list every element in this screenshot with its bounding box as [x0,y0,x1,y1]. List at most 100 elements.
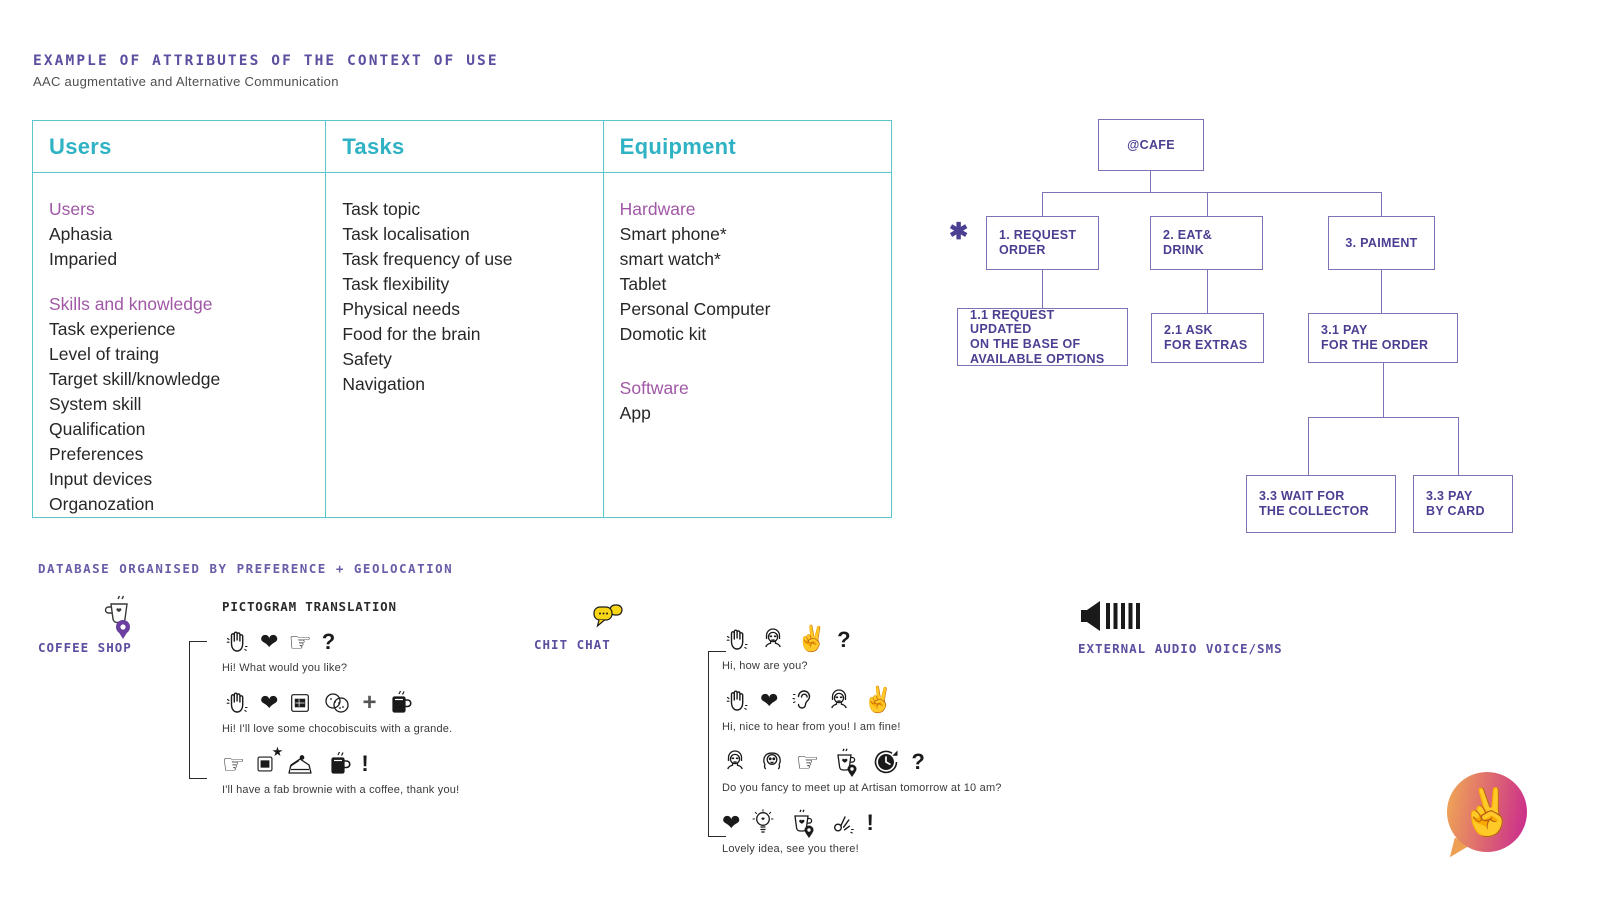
list-item: Task topic [342,199,421,219]
connector-line [1207,192,1208,216]
point-finger-icon: ☞ [288,626,312,657]
flow-node-label: THE COLLECTOR [1259,504,1369,518]
pictogram-row: ❤ ✌ Hi, nice to hear from you! I am fine! [722,683,1062,734]
point-finger-icon: ☞ [222,748,246,779]
connector-line [1308,417,1309,475]
connector-line [1207,270,1208,313]
flow-node-label: 3.3 PAY [1426,489,1473,504]
list-item: Physical needs [342,299,461,319]
group-label: Software [619,378,689,398]
coffee-pictogram-rows: ❤ ☞? Hi! What would you like? ❤ + Hi! I'll… [222,624,532,807]
flow-node-request-order: 1. REQUEST ORDER [986,216,1099,270]
database-heading: DATABASE ORGANISED BY PREFERENCE + GEOLO… [38,561,454,576]
wave-hand-icon [222,628,250,656]
flow-node-wait-collector: 3.3 WAIT FOR THE COLLECTOR [1246,475,1396,533]
list-item: Qualification [49,419,146,439]
pictogram-row: ❤ + Hi! I'll love some chocobiscuits with… [222,685,532,735]
list-item: Safety [342,349,392,369]
list-item: Tablet [619,274,667,294]
chocolate-icon [288,691,312,715]
column-body: Users Aphasia Imparied Skills and knowled… [33,173,325,517]
flow-node-root: @CAFE [1098,119,1204,171]
row-caption: Hi! What would you like? [222,662,348,674]
list-item: Food for the brain [342,324,481,344]
cookies-icon [322,690,352,716]
connector-line [1458,417,1459,475]
flow-node-label: 1.1 REQUEST UPDATED [970,307,1055,337]
flow-node-ask-extras: 2.1 ASK FOR EXTRAS [1151,313,1264,363]
list-item: Organozation [49,494,155,514]
flow-node-label: DRINK [1163,243,1205,257]
exclamation-icon: ! [361,750,369,776]
column-header: Tasks [326,121,603,173]
flow-node-label: ORDER [999,243,1046,257]
connector-line [1383,363,1384,417]
peace-hand-icon: ✌ [1454,781,1520,843]
coffee-shop-icon [93,591,139,648]
left-bracket [189,641,207,779]
girl-icon [760,626,786,654]
girl-icon [722,748,748,776]
group-items: Smart phone* smart watch* Tablet Personal C… [620,222,877,347]
column-header: Users [33,121,326,173]
flow-node-label: BY CARD [1426,504,1485,518]
lightbulb-icon [750,808,776,838]
row-caption: Hi! I'll love some chocobiscuits with a … [222,723,453,735]
column-body: Hardware Smart phone* smart watch* Tablet P… [604,173,891,426]
list-item: Smart phone* [619,224,727,244]
clock-icon [871,747,901,777]
connector-line [1381,192,1382,216]
external-audio-label: EXTERNAL AUDIO VOICE/SMS [1078,641,1283,656]
asterisk-marker: ✱ [949,218,969,244]
heart-icon: ❤ [722,809,741,835]
icon-line: ✌? [722,622,1062,657]
exclamation-icon: ! [866,809,874,835]
peace-hand-icon: ✌ [862,686,894,714]
flow-node-label: FOR THE ORDER [1321,338,1429,352]
wave-hand-icon [222,689,250,717]
icon-line: ☞? [722,744,1062,779]
connector-line [1150,171,1151,192]
app-logo: ✌ [1447,772,1527,852]
list-item: Navigation [342,374,426,394]
list-item: smart watch* [619,249,721,269]
pictogram-row: ☞? Do you fancy to meet up at Artisan to… [722,744,1062,794]
list-item: Personal Computer [619,299,771,319]
chit-chat-label: CHIT CHAT [534,637,611,652]
table-column-users: Users Users Aphasia Imparied Skills and k… [33,121,326,517]
group: Software App [620,376,877,426]
chat-pictogram-rows: ✌? Hi, how are you? ❤ ✌ Hi, nice to hear … [722,622,1062,866]
table-column-tasks: Tasks Task topic Task localisation Task fr… [325,121,603,517]
list-item: Preferences [49,444,144,464]
chocolate-star-icon: ★ [255,744,283,774]
row-caption: I'll have a fab brownie with a coffee, t… [222,784,460,796]
group-items: Task topic Task localisation Task frequenc… [342,197,588,397]
group-label: Users [49,199,95,219]
question-icon: ? [911,748,925,774]
connector-line [1042,192,1382,193]
flow-node-eat-drink: 2. EAT& DRINK [1150,216,1263,270]
flow-node-label: 2.1 ASK [1164,323,1213,338]
group-items: App [620,401,877,426]
list-item: Task frequency of use [342,249,513,269]
list-item: Domotic kit [619,324,707,344]
list-item: Task localisation [342,224,470,244]
flow-node-label: ON THE BASE OF [970,337,1081,351]
pictogram-row: ☞ ★! I'll have a fab brownie with a coffe… [222,744,532,797]
row-caption: Do you fancy to meet up at Artisan tomor… [722,782,1002,794]
list-item: Imparied [49,249,118,269]
coffee-shop-label: COFFEE SHOP [38,640,132,655]
list-item: Task flexibility [342,274,450,294]
pictogram-row: ❤ ☞? Hi! What would you like? [222,624,532,675]
group: Users Aphasia Imparied [49,197,311,272]
coffee-mug-icon [386,688,412,718]
flow-node-label: AVAILABLE OPTIONS [970,351,1105,366]
girl-icon [826,687,852,715]
coffee-location-icon [786,807,818,839]
group-label: Skills and knowledge [49,294,213,314]
flow-node-paiment: 3. PAIMENT [1328,216,1435,270]
wave-hand-icon [722,626,750,654]
flow-node-label: 3.1 PAY [1321,323,1368,338]
column-header: Equipment [603,121,891,173]
